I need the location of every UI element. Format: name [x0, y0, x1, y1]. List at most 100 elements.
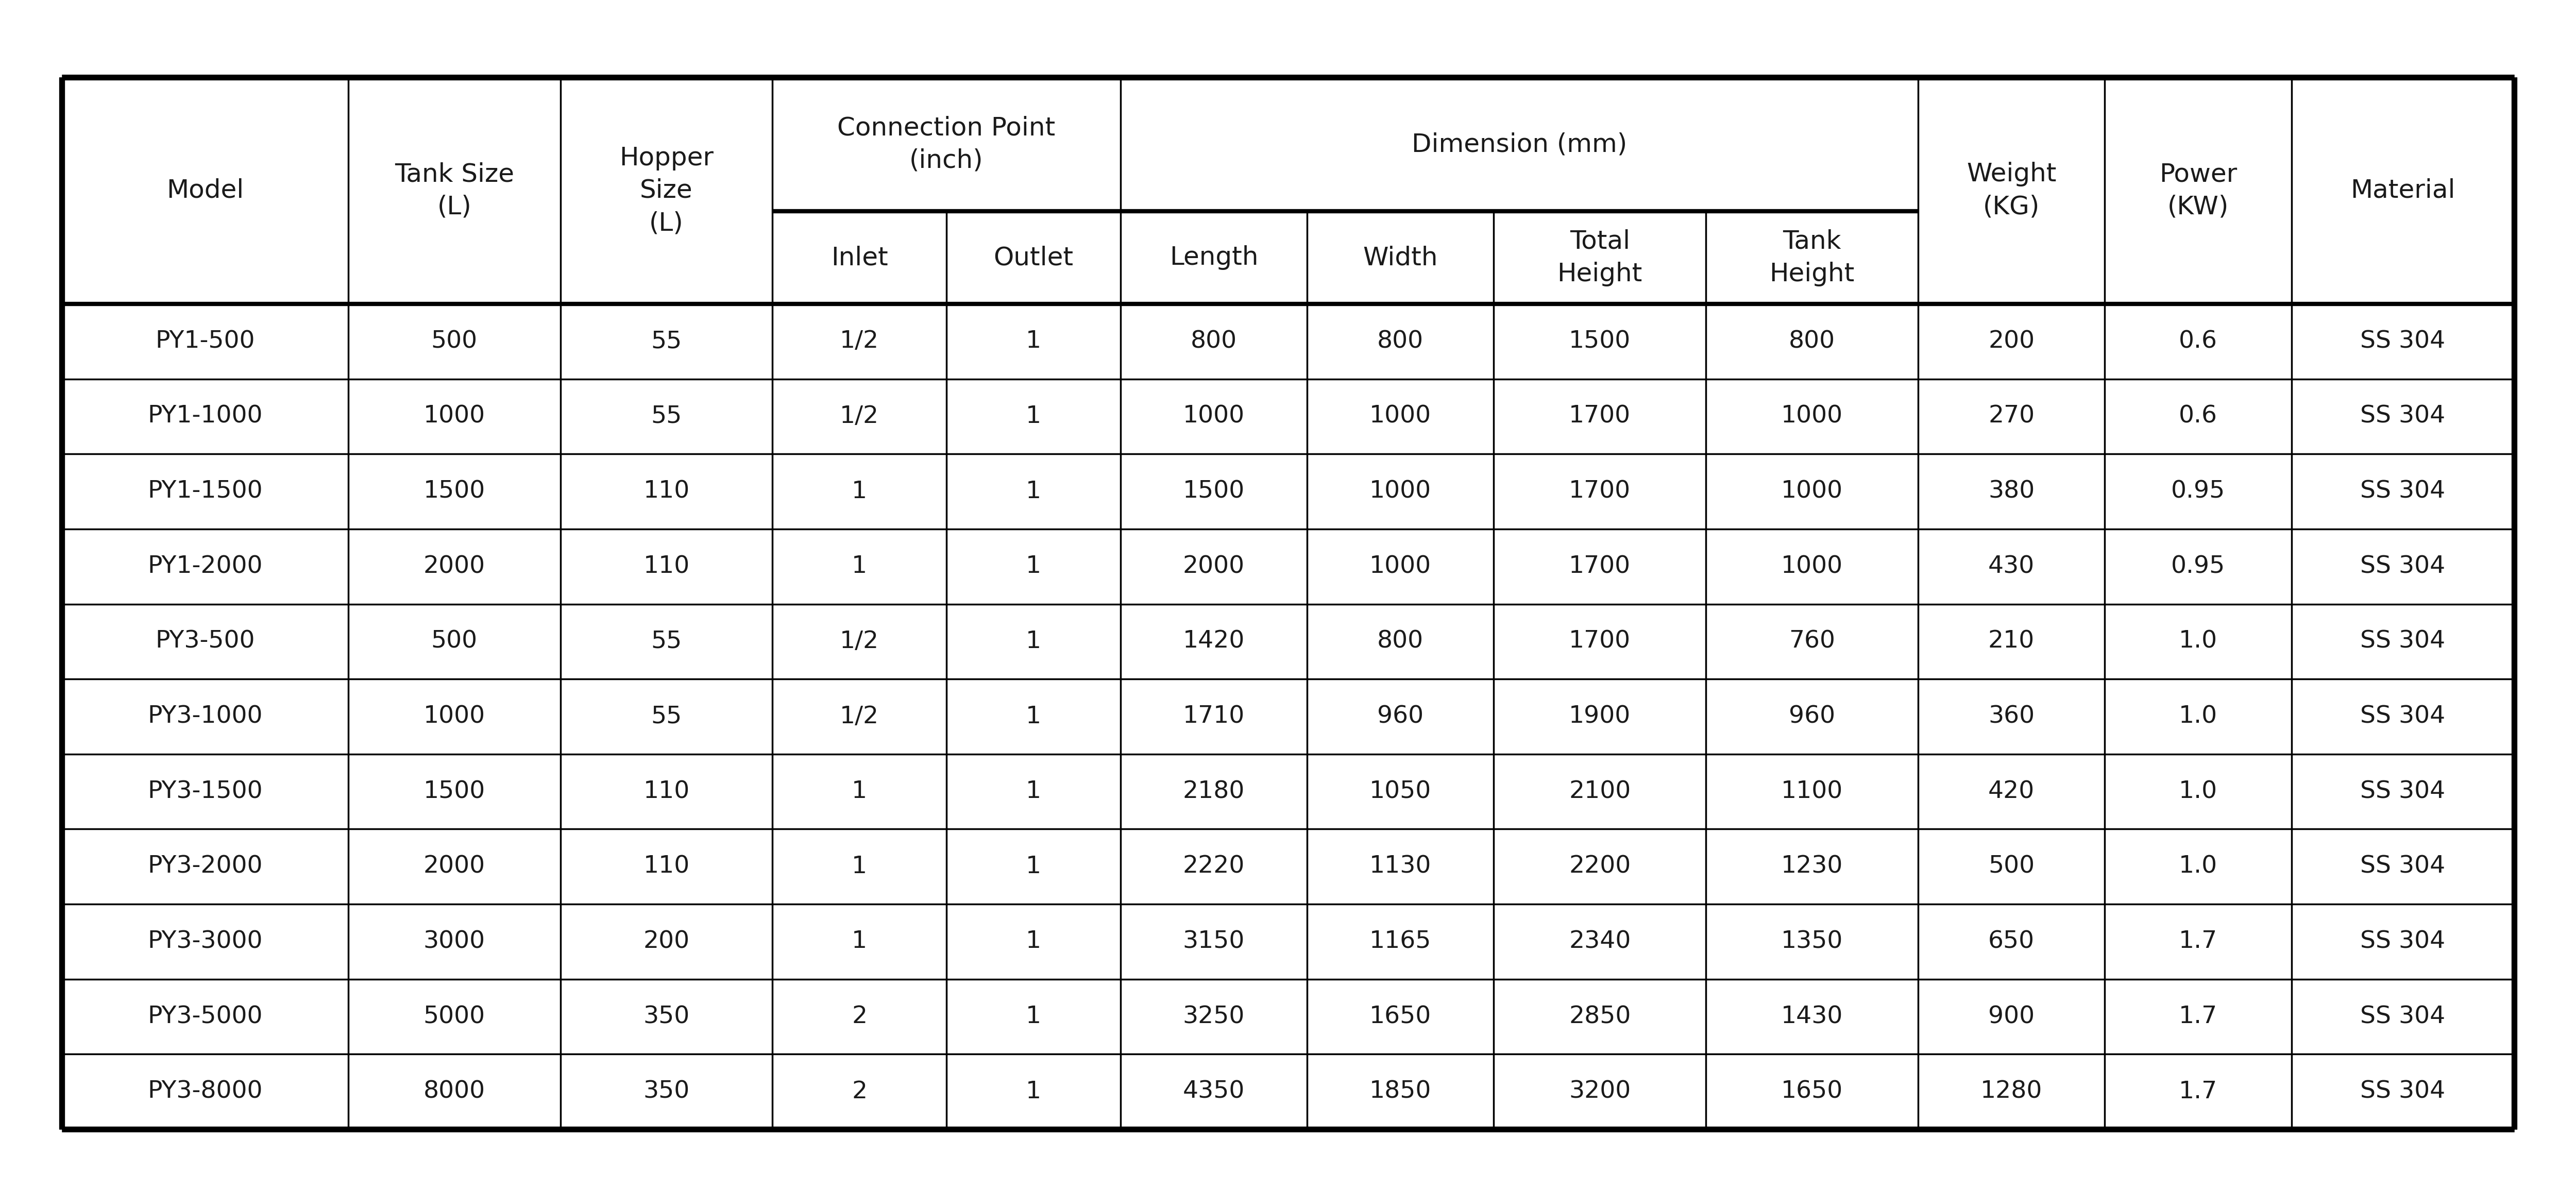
Text: Connection Point
(inch): Connection Point (inch): [837, 116, 1056, 173]
Text: 0.95: 0.95: [2172, 480, 2226, 503]
Text: 1/2: 1/2: [840, 705, 878, 728]
Text: 1.7: 1.7: [2179, 930, 2218, 953]
Text: 1: 1: [1025, 330, 1041, 353]
Text: 800: 800: [1378, 330, 1425, 353]
Text: 3000: 3000: [422, 930, 484, 953]
Text: 500: 500: [430, 630, 477, 653]
Text: 1710: 1710: [1182, 705, 1244, 728]
Text: 360: 360: [1989, 705, 2035, 728]
Text: 1700: 1700: [1569, 480, 1631, 503]
Text: SS 304: SS 304: [2360, 630, 2445, 653]
Text: 200: 200: [1989, 330, 2035, 353]
Text: 1280: 1280: [1981, 1080, 2043, 1103]
Text: 2000: 2000: [422, 555, 484, 578]
Text: 350: 350: [644, 1005, 690, 1028]
Text: 960: 960: [1788, 705, 1834, 728]
Text: 8000: 8000: [422, 1080, 484, 1103]
Text: Weight
(KG): Weight (KG): [1965, 162, 2056, 219]
Text: PY1-500: PY1-500: [155, 330, 255, 353]
Text: 1: 1: [853, 555, 868, 578]
Text: SS 304: SS 304: [2360, 330, 2445, 353]
Text: 1500: 1500: [1182, 480, 1244, 503]
Text: 1700: 1700: [1569, 630, 1631, 653]
Text: 1: 1: [853, 930, 868, 953]
Text: 2220: 2220: [1182, 855, 1244, 878]
Text: PY3-8000: PY3-8000: [147, 1080, 263, 1103]
Text: 55: 55: [652, 405, 683, 428]
Text: 1000: 1000: [1370, 405, 1432, 428]
Text: 1000: 1000: [1780, 405, 1842, 428]
Text: 1: 1: [1025, 555, 1041, 578]
Text: 2200: 2200: [1569, 855, 1631, 878]
Text: Outlet: Outlet: [994, 245, 1074, 270]
Text: Hopper
Size
(L): Hopper Size (L): [618, 145, 714, 236]
Text: 1850: 1850: [1370, 1080, 1432, 1103]
Text: 650: 650: [1989, 930, 2035, 953]
Text: SS 304: SS 304: [2360, 1080, 2445, 1103]
Text: Length: Length: [1170, 245, 1257, 270]
Text: 1: 1: [1025, 705, 1041, 728]
Text: 2: 2: [853, 1005, 868, 1028]
Text: 2: 2: [853, 1080, 868, 1103]
Text: SS 304: SS 304: [2360, 705, 2445, 728]
Text: 500: 500: [430, 330, 477, 353]
Text: 1: 1: [1025, 930, 1041, 953]
Text: PY3-1000: PY3-1000: [147, 705, 263, 728]
Text: 1/2: 1/2: [840, 630, 878, 653]
Text: 3200: 3200: [1569, 1080, 1631, 1103]
Text: 1: 1: [1025, 1080, 1041, 1103]
Text: 110: 110: [644, 555, 690, 578]
Text: Total
Height: Total Height: [1558, 229, 1643, 286]
Text: 1000: 1000: [1780, 555, 1842, 578]
Text: 2100: 2100: [1569, 780, 1631, 803]
Text: 760: 760: [1788, 630, 1834, 653]
Text: SS 304: SS 304: [2360, 1005, 2445, 1028]
Text: 800: 800: [1190, 330, 1236, 353]
Text: 3150: 3150: [1182, 930, 1244, 953]
Text: Material: Material: [2349, 179, 2455, 202]
Text: 380: 380: [1989, 480, 2035, 503]
Text: 2000: 2000: [422, 855, 484, 878]
Text: 0.6: 0.6: [2179, 405, 2218, 428]
Text: 1.7: 1.7: [2179, 1005, 2218, 1028]
Text: Tank Size
(L): Tank Size (L): [394, 162, 515, 219]
Text: 1700: 1700: [1569, 405, 1631, 428]
Text: PY3-5000: PY3-5000: [147, 1005, 263, 1028]
Text: PY3-3000: PY3-3000: [147, 930, 263, 953]
Text: SS 304: SS 304: [2360, 555, 2445, 578]
Text: 1000: 1000: [1182, 405, 1244, 428]
Text: 1900: 1900: [1569, 705, 1631, 728]
Text: 1000: 1000: [1780, 480, 1842, 503]
Text: 1/2: 1/2: [840, 330, 878, 353]
Text: 350: 350: [644, 1080, 690, 1103]
Text: 1: 1: [1025, 855, 1041, 878]
Text: SS 304: SS 304: [2360, 930, 2445, 953]
Text: Inlet: Inlet: [832, 245, 889, 270]
Text: 1230: 1230: [1780, 855, 1842, 878]
Text: 1100: 1100: [1780, 780, 1842, 803]
Text: 110: 110: [644, 855, 690, 878]
Text: 1350: 1350: [1780, 930, 1842, 953]
Text: Dimension (mm): Dimension (mm): [1412, 132, 1628, 156]
Text: 1000: 1000: [1370, 555, 1432, 578]
Text: 1050: 1050: [1370, 780, 1432, 803]
Text: 2850: 2850: [1569, 1005, 1631, 1028]
Text: Power
(KW): Power (KW): [2159, 162, 2236, 219]
Text: 420: 420: [1989, 780, 2035, 803]
Text: 55: 55: [652, 330, 683, 353]
Text: 1: 1: [853, 855, 868, 878]
Text: 3250: 3250: [1182, 1005, 1244, 1028]
Text: 1.0: 1.0: [2179, 630, 2218, 653]
Text: 55: 55: [652, 705, 683, 728]
Text: 2000: 2000: [1182, 555, 1244, 578]
Text: PY3-500: PY3-500: [155, 630, 255, 653]
Text: 1430: 1430: [1780, 1005, 1842, 1028]
Text: 1000: 1000: [422, 705, 484, 728]
Text: 4350: 4350: [1182, 1080, 1244, 1103]
Text: PY1-1000: PY1-1000: [147, 405, 263, 428]
Text: 1165: 1165: [1370, 930, 1432, 953]
Text: 2340: 2340: [1569, 930, 1631, 953]
Text: PY3-2000: PY3-2000: [147, 855, 263, 878]
Text: 430: 430: [1989, 555, 2035, 578]
Text: 960: 960: [1378, 705, 1425, 728]
